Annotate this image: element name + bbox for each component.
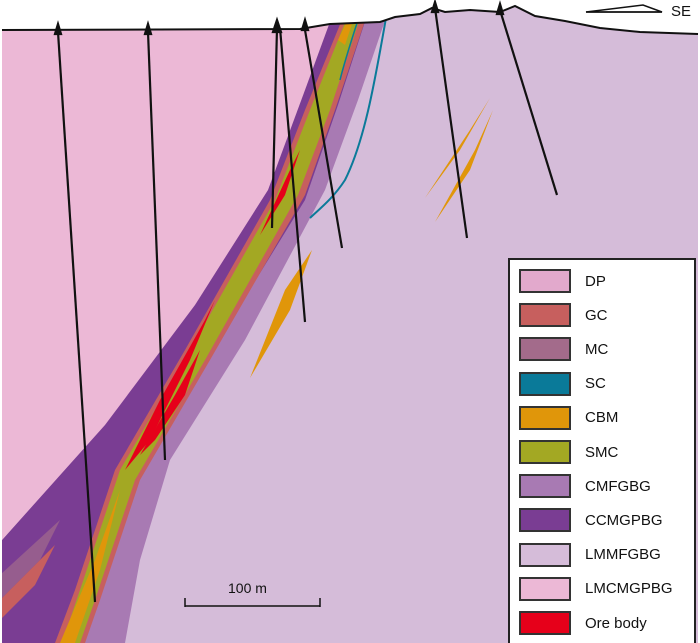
legend-item: LMMFGBG bbox=[519, 542, 661, 568]
legend-label: DP bbox=[585, 272, 606, 290]
unit-dp bbox=[2, 6, 338, 540]
legend-item: DP bbox=[519, 268, 606, 294]
legend-item: CMFGBG bbox=[519, 473, 651, 499]
legend-swatch bbox=[519, 542, 571, 567]
collar-icon bbox=[53, 20, 63, 36]
legend-swatch bbox=[519, 303, 571, 328]
legend-swatch bbox=[519, 440, 571, 464]
legend-item: SMC bbox=[519, 439, 618, 465]
legend-swatch bbox=[519, 405, 571, 430]
direction-arrow-icon bbox=[585, 4, 663, 13]
legend-swatch bbox=[519, 269, 571, 293]
legend-label: SMC bbox=[585, 443, 619, 461]
drill-hole bbox=[278, 27, 307, 323]
sc-contact bbox=[309, 17, 387, 219]
legend-label: CMFGBG bbox=[585, 477, 651, 495]
legend-item: Ore body bbox=[519, 610, 647, 636]
legend-label: CCMGPBG bbox=[585, 511, 663, 529]
collar-icon bbox=[300, 16, 310, 32]
legend-item: CBM bbox=[519, 405, 618, 431]
legend: DP GC MC SC CBM SMC CMFGBG CCMGPBG LMMFGBG LMCMGP… bbox=[508, 258, 696, 643]
collar-icon bbox=[271, 16, 283, 34]
unit-gc-strip bbox=[2, 545, 55, 620]
legend-label: SC bbox=[585, 375, 606, 393]
legend-label: CBM bbox=[585, 409, 619, 427]
legend-item: LMCMGPBG bbox=[519, 576, 673, 602]
legend-swatch bbox=[519, 474, 571, 499]
drill-hole bbox=[146, 31, 167, 461]
legend-label: MC bbox=[585, 340, 609, 358]
drill-holes bbox=[53, 0, 559, 603]
sc-contact bbox=[339, 19, 359, 81]
scale-bar-label: 100 m bbox=[228, 580, 267, 596]
drill-hole bbox=[303, 29, 344, 249]
collar-icon bbox=[143, 20, 153, 36]
legend-label: GC bbox=[585, 306, 608, 324]
legend-item: GC bbox=[519, 302, 608, 328]
drill-hole bbox=[498, 9, 559, 196]
cbm-lens bbox=[250, 250, 312, 378]
unit-mc bbox=[2, 520, 60, 600]
legend-swatch bbox=[519, 337, 571, 362]
legend-swatch bbox=[519, 576, 571, 601]
legend-swatch bbox=[519, 371, 571, 396]
surface-line bbox=[1, 4, 699, 35]
legend-swatch bbox=[519, 508, 571, 533]
direction-label: SE bbox=[671, 3, 692, 20]
drill-hole bbox=[270, 27, 279, 229]
scale-bar bbox=[184, 598, 321, 607]
collar-icon bbox=[430, 0, 440, 14]
legend-label: LMMFGBG bbox=[585, 546, 661, 564]
legend-item: CCMGPBG bbox=[519, 507, 663, 533]
unit-ccmgpbg bbox=[2, 6, 372, 643]
collar-icon bbox=[495, 0, 505, 16]
legend-label: Ore body bbox=[585, 614, 647, 632]
drill-hole bbox=[56, 31, 97, 603]
legend-item: MC bbox=[519, 336, 608, 362]
legend-label: LMCMGPBG bbox=[585, 580, 673, 598]
ore-body bbox=[125, 300, 215, 470]
ore-body bbox=[260, 150, 300, 235]
unit-smc bbox=[62, 6, 366, 643]
drill-hole bbox=[433, 7, 469, 239]
legend-swatch bbox=[519, 611, 571, 635]
legend-item: SC bbox=[519, 371, 606, 397]
